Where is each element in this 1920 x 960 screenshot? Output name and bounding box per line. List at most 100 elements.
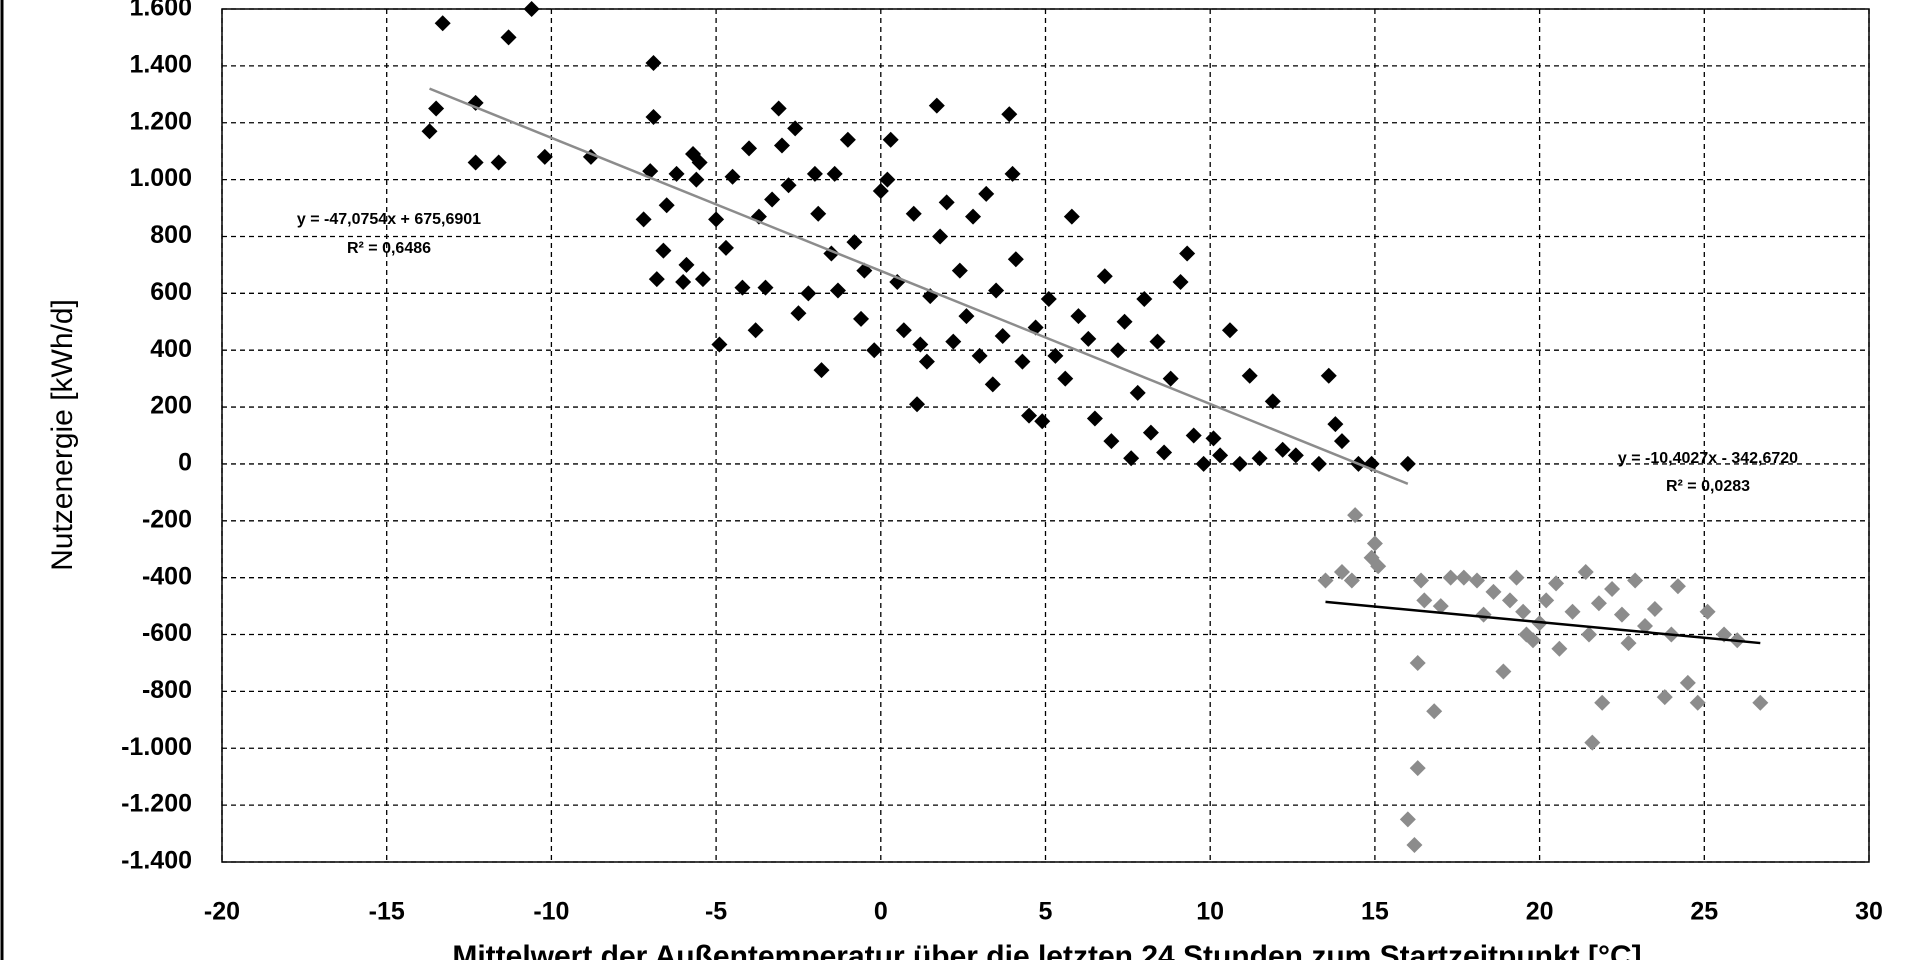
point (1241, 367, 1258, 384)
point (909, 396, 926, 413)
point (1195, 455, 1212, 472)
x-tick-label: 30 (1855, 898, 1883, 926)
point (932, 228, 949, 245)
point (1432, 598, 1449, 615)
y-tick-label: -600 (142, 619, 192, 647)
point (1366, 535, 1383, 552)
point (724, 168, 741, 185)
point (490, 154, 507, 171)
point (1627, 572, 1644, 589)
point (1409, 654, 1426, 671)
point (1416, 592, 1433, 609)
point (668, 165, 685, 182)
point (853, 310, 870, 327)
x-tick-label: 0 (874, 898, 888, 926)
point (655, 242, 672, 259)
point (1057, 370, 1074, 387)
y-tick-label: 0 (178, 449, 192, 477)
point (1689, 694, 1706, 711)
point (912, 336, 929, 353)
point (1142, 424, 1159, 441)
point (691, 154, 708, 171)
point (1333, 563, 1350, 580)
point (694, 271, 711, 288)
point (994, 327, 1011, 344)
point (1515, 603, 1532, 620)
point (1406, 836, 1423, 853)
point (1004, 165, 1021, 182)
point (1179, 245, 1196, 262)
point (945, 333, 962, 350)
point (1409, 760, 1426, 777)
point (1538, 592, 1555, 609)
point (1469, 572, 1486, 589)
point (1604, 581, 1621, 598)
point (1001, 106, 1018, 123)
point (1508, 569, 1525, 586)
y-tick-label: 1.000 (129, 164, 192, 192)
point (1109, 342, 1126, 359)
point (1495, 663, 1512, 680)
r-squared: R² = 0,6486 (347, 240, 431, 257)
point (1129, 384, 1146, 401)
point (1679, 674, 1696, 691)
point (428, 100, 445, 117)
point (1287, 447, 1304, 464)
y-axis-title: Nutzenergie [kWh/d] (46, 299, 79, 571)
point (1426, 703, 1443, 720)
point (1007, 251, 1024, 268)
x-axis-title: Mittelwert der Außentemperatur über die … (452, 940, 1641, 960)
point (536, 148, 553, 165)
point (757, 279, 774, 296)
point (1274, 441, 1291, 458)
plot-frame (221, 8, 1870, 863)
point (467, 154, 484, 171)
point (773, 137, 790, 154)
point (866, 342, 883, 359)
point (635, 211, 652, 228)
point (879, 171, 896, 188)
point (1564, 603, 1581, 620)
y-tick-label: 1.600 (129, 0, 192, 22)
point (1442, 569, 1459, 586)
y-tick-label: -200 (142, 505, 192, 533)
point (1590, 595, 1607, 612)
point (1399, 455, 1416, 472)
point (1525, 632, 1542, 649)
point (872, 182, 889, 199)
point (1162, 370, 1179, 387)
point (1669, 578, 1686, 595)
point (500, 29, 517, 46)
point (1613, 606, 1630, 623)
point (764, 191, 781, 208)
point (1646, 600, 1663, 617)
point (1399, 811, 1416, 828)
point (421, 123, 438, 140)
point (1343, 572, 1360, 589)
point (826, 165, 843, 182)
point (645, 109, 662, 126)
point (523, 1, 540, 17)
point (1317, 572, 1334, 589)
point (1251, 450, 1268, 467)
point (1185, 427, 1202, 444)
y-tick-label: -1.000 (121, 733, 192, 761)
point (829, 282, 846, 299)
point (790, 305, 807, 322)
point (1231, 455, 1248, 472)
equation: y = -47,0754x + 675,6901 (297, 211, 481, 228)
point (1080, 330, 1097, 347)
y-tick-label: -1.400 (121, 847, 192, 875)
point (882, 131, 899, 148)
point (1310, 455, 1327, 472)
point (1086, 410, 1103, 427)
point (1149, 333, 1166, 350)
point (1096, 268, 1113, 285)
x-tick-label: 20 (1526, 898, 1554, 926)
point (645, 55, 662, 72)
point (918, 353, 935, 370)
point (1063, 208, 1080, 225)
point (1455, 569, 1472, 586)
x-tick-label: -5 (705, 898, 727, 926)
point (734, 279, 751, 296)
